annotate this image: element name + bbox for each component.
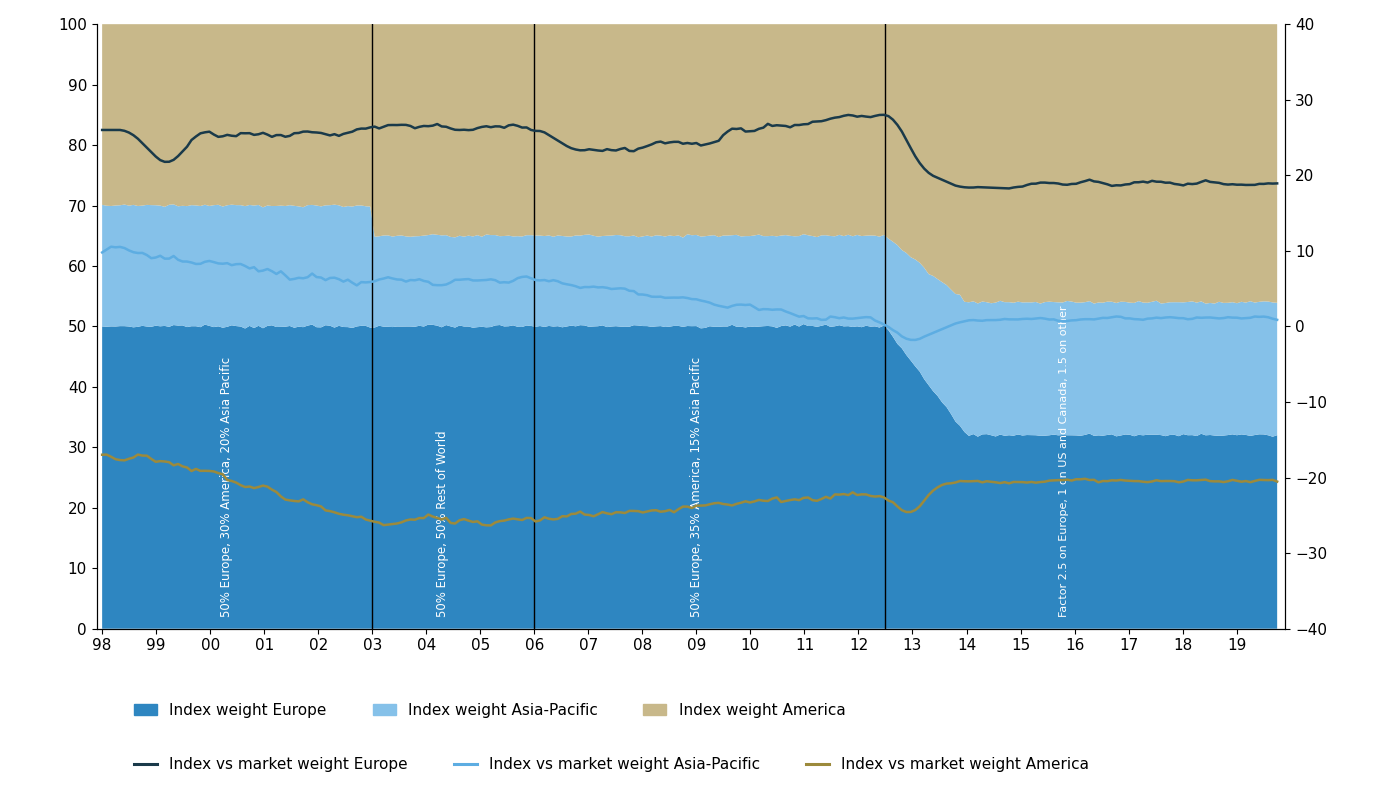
Text: Factor 2.5 on Europe, 1 on US and Canada, 1.5 on other: Factor 2.5 on Europe, 1 on US and Canada… (1059, 305, 1068, 617)
Text: 50% Europe, 30% America, 20% Asia Pacific: 50% Europe, 30% America, 20% Asia Pacifi… (220, 356, 234, 617)
Legend: Index vs market weight Europe, Index vs market weight Asia-Pacific, Index vs mar: Index vs market weight Europe, Index vs … (129, 751, 1095, 779)
Text: 50% Europe, 50% Rest of World: 50% Europe, 50% Rest of World (435, 430, 449, 617)
Text: 50% Europe, 35% America, 15% Asia Pacific: 50% Europe, 35% America, 15% Asia Pacifi… (690, 356, 703, 617)
